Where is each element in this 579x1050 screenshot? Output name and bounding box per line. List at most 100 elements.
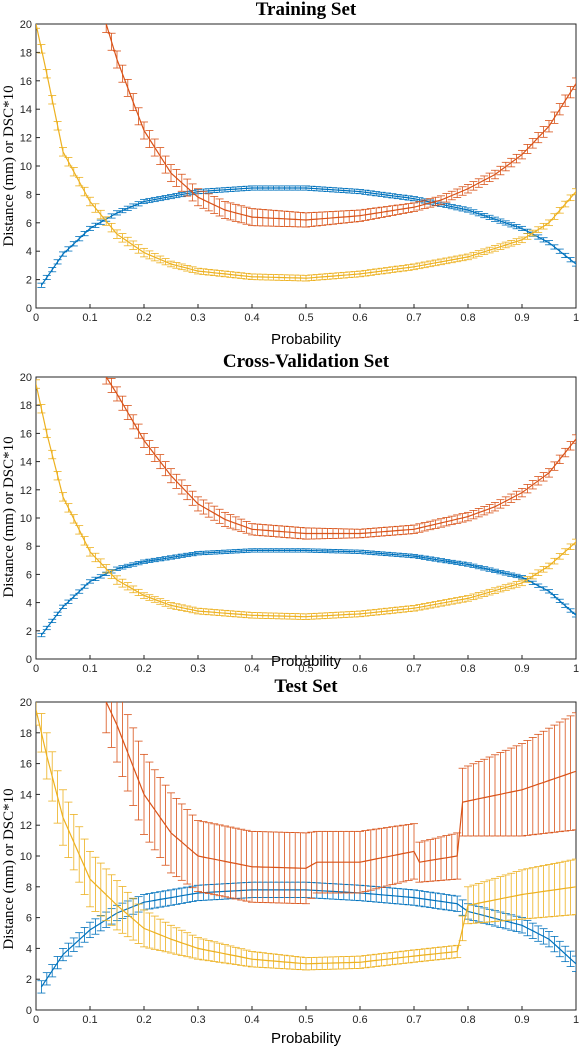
tick-group: 0 0.1 0.2 0.3 0.4 0.5 0.6 0.7 0.8 0.9 102468101214… [20, 697, 579, 1026]
plot-series [36, 24, 576, 288]
x-tick-label: 0.6 [352, 1014, 367, 1026]
y-tick-label: 16 [20, 428, 32, 440]
y-tick-label: 20 [20, 372, 32, 384]
y-tick-label: 0 [26, 654, 32, 666]
x-tick-label: 0.1 [82, 1014, 97, 1026]
plot-series [36, 377, 576, 638]
x-tick-label: 0.5 [298, 1014, 313, 1026]
chart-title: Cross-Validation Set [223, 351, 390, 372]
y-tick-label: 18 [20, 728, 32, 740]
x-tick-label: 0.5 [298, 663, 313, 675]
y-tick-label: 14 [20, 789, 32, 801]
x-tick-label: 0.1 [82, 663, 97, 675]
series-2 [36, 702, 576, 971]
y-tick-label: 8 [26, 189, 32, 201]
y-tick-label: 8 [26, 882, 32, 894]
panel-test: Test Set Distance (mm) or DSC*10 Probabi… [1, 676, 579, 1047]
y-tick-label: 12 [20, 133, 32, 145]
series-line [40, 187, 576, 286]
chart-title: Training Set [256, 0, 357, 20]
x-tick-label: 0.2 [136, 1014, 151, 1026]
x-tick-label: 0.8 [460, 663, 475, 675]
x-tick-label: 0.4 [244, 663, 259, 675]
x-tick-label: 0 [33, 312, 39, 324]
series-line [105, 702, 576, 869]
series-line [105, 377, 576, 535]
y-tick-label: 2 [26, 626, 32, 638]
x-tick-label: 0.8 [460, 312, 475, 324]
y-axis-label: Distance (mm) or DSC*10 [1, 788, 17, 949]
y-tick-label: 20 [20, 697, 32, 709]
series-2 [36, 24, 576, 282]
x-tick-label: 1 [573, 312, 579, 324]
y-tick-label: 6 [26, 218, 32, 230]
series-line [36, 709, 576, 965]
series-line [40, 549, 576, 636]
x-tick-label: 0.1 [82, 312, 97, 324]
y-tick-label: 20 [20, 19, 32, 31]
series-line [36, 24, 576, 279]
x-tick-label: 0 [33, 1014, 39, 1026]
series-1 [102, 24, 576, 228]
y-tick-label: 16 [20, 759, 32, 771]
y-tick-label: 18 [20, 47, 32, 59]
y-tick-label: 2 [26, 275, 32, 287]
x-tick-label: 0.5 [298, 312, 313, 324]
x-tick-label: 0.9 [514, 663, 529, 675]
y-tick-label: 12 [20, 820, 32, 832]
x-tick-label: 0.9 [514, 312, 529, 324]
y-tick-label: 0 [26, 1005, 32, 1017]
y-tick-label: 4 [26, 943, 32, 955]
series-1 [102, 702, 576, 905]
tick-group: 0 0.1 0.2 0.3 0.4 0.5 0.6 0.7 0.8 0.9 102468101214… [20, 372, 579, 675]
x-tick-label: 0.2 [136, 663, 151, 675]
series-1 [102, 377, 576, 540]
series-2 [36, 379, 576, 620]
x-tick-label: 0 [33, 663, 39, 675]
x-tick-label: 1 [573, 663, 579, 675]
x-tick-label: 0.4 [244, 1014, 259, 1026]
series-0 [37, 548, 576, 638]
panel-cross-validation: Cross-Validation Set Distance (mm) or DS… [1, 351, 579, 675]
y-tick-label: 8 [26, 541, 32, 553]
y-tick-label: 6 [26, 569, 32, 581]
panel-training: Training Set Distance (mm) or DSC*10 Pro… [1, 0, 579, 348]
x-tick-label: 0.6 [352, 312, 367, 324]
y-tick-label: 14 [20, 457, 32, 469]
y-axis-label: Distance (mm) or DSC*10 [1, 436, 17, 597]
y-tick-label: 4 [26, 246, 32, 258]
y-tick-label: 2 [26, 974, 32, 986]
series-line [36, 383, 576, 618]
x-tick-label: 0.3 [190, 1014, 205, 1026]
x-tick-label: 0.9 [514, 1014, 529, 1026]
tick-group: 0 0.1 0.2 0.3 0.4 0.5 0.6 0.7 0.8 0.9 102468101214… [20, 19, 579, 324]
y-tick-label: 18 [20, 400, 32, 412]
x-tick-label: 0.3 [190, 312, 205, 324]
x-tick-label: 0.7 [406, 663, 421, 675]
x-tick-label: 0.7 [406, 312, 421, 324]
y-axis-label: Distance (mm) or DSC*10 [1, 85, 17, 246]
x-tick-label: 0.7 [406, 1014, 421, 1026]
x-axis-label: Probability [271, 331, 342, 348]
x-axis-label: Probability [271, 1030, 342, 1047]
x-tick-label: 1 [573, 1014, 579, 1026]
y-tick-label: 16 [20, 76, 32, 88]
series-0 [37, 185, 576, 288]
plot-series [36, 702, 576, 994]
y-tick-label: 10 [20, 161, 32, 173]
y-tick-label: 6 [26, 913, 32, 925]
x-tick-label: 0.8 [460, 1014, 475, 1026]
chart-title: Test Set [274, 676, 338, 697]
y-tick-label: 0 [26, 303, 32, 315]
x-tick-label: 0.2 [136, 312, 151, 324]
x-tick-label: 0.6 [352, 663, 367, 675]
x-axis-label: Probability [271, 653, 342, 670]
y-tick-label: 4 [26, 598, 32, 610]
y-tick-label: 10 [20, 513, 32, 525]
series-line [105, 24, 576, 221]
series-line [40, 889, 576, 988]
x-tick-label: 0.4 [244, 312, 259, 324]
x-tick-label: 0.3 [190, 663, 205, 675]
y-tick-label: 10 [20, 851, 32, 863]
